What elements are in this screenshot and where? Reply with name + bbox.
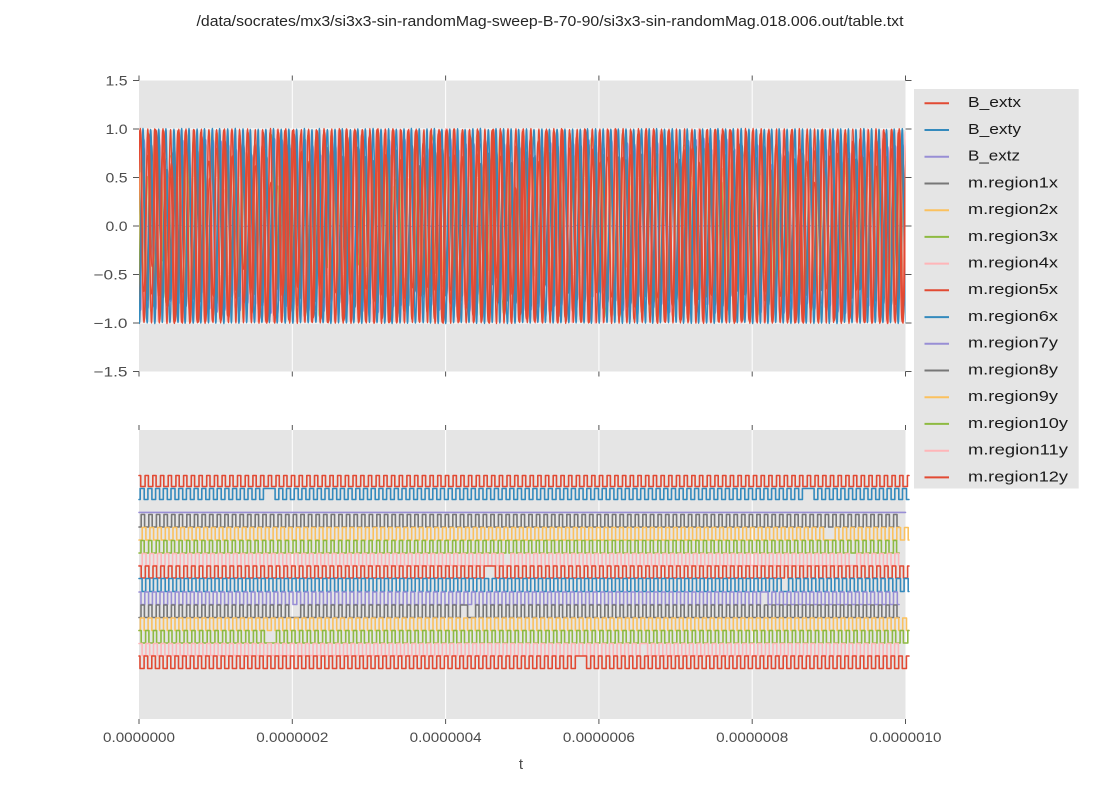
svg-text:0.0000008: 0.0000008 (716, 729, 788, 745)
svg-text:−1.5: −1.5 (94, 364, 128, 380)
svg-text:0.0: 0.0 (106, 218, 128, 234)
svg-text:m.region10y: m.region10y (968, 415, 1069, 432)
svg-text:−1.0: −1.0 (94, 315, 128, 331)
svg-text:0.0000004: 0.0000004 (410, 729, 482, 745)
svg-text:m.region11y: m.region11y (968, 442, 1069, 459)
svg-text:0.0000002: 0.0000002 (256, 729, 328, 745)
svg-text:0.0000000: 0.0000000 (103, 729, 175, 745)
svg-text:1.5: 1.5 (106, 73, 128, 89)
svg-text:0.0000010: 0.0000010 (870, 729, 942, 745)
svg-text:m.region9y: m.region9y (968, 388, 1059, 405)
svg-text:m.region6x: m.region6x (968, 308, 1059, 325)
svg-text:m.region3x: m.region3x (968, 228, 1059, 245)
svg-text:−0.5: −0.5 (94, 267, 128, 283)
svg-text:1.0: 1.0 (106, 121, 128, 137)
svg-text:/data/socrates/mx3/si3x3-sin-r: /data/socrates/mx3/si3x3-sin-randomMag-s… (197, 14, 904, 30)
svg-text:0.0000006: 0.0000006 (563, 729, 635, 745)
svg-text:t: t (519, 756, 524, 773)
svg-text:B_exty: B_exty (968, 121, 1022, 138)
svg-text:0.5: 0.5 (106, 170, 128, 186)
svg-text:m.region1x: m.region1x (968, 174, 1059, 191)
svg-text:m.region12y: m.region12y (968, 468, 1069, 485)
svg-text:m.region5x: m.region5x (968, 281, 1059, 298)
svg-text:m.region4x: m.region4x (968, 255, 1059, 272)
svg-text:m.region2x: m.region2x (968, 201, 1059, 218)
svg-text:B_extx: B_extx (968, 94, 1022, 111)
svg-text:m.region7y: m.region7y (968, 335, 1059, 352)
svg-text:B_extz: B_extz (968, 148, 1020, 165)
svg-text:m.region8y: m.region8y (968, 361, 1059, 378)
